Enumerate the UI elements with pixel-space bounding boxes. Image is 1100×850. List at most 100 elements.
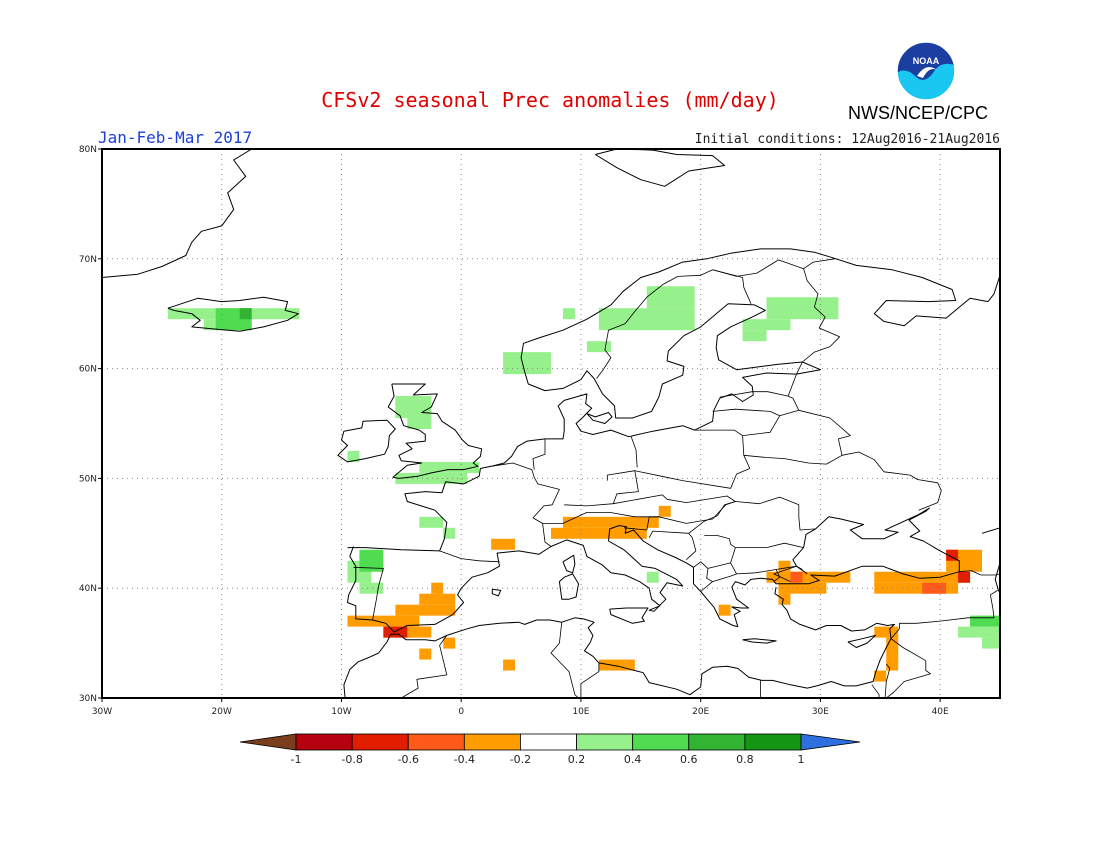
country-border (400, 635, 448, 698)
map-frame (101, 148, 1001, 699)
country-border (623, 516, 660, 531)
anomaly-cell (778, 560, 791, 572)
anomaly-cell (922, 582, 947, 594)
anomaly-cell (359, 582, 384, 594)
coastline (387, 383, 483, 479)
anomaly-cell (503, 352, 551, 375)
country-border (743, 451, 942, 511)
country-border (712, 408, 780, 417)
coastline (167, 296, 299, 332)
anomaly-cell (419, 461, 480, 473)
anomaly-cell (586, 341, 611, 353)
lon-tick-label: 0 (458, 707, 464, 717)
colorbar-swatch (351, 733, 409, 751)
country-border (712, 259, 804, 277)
colorbar-tick-label: 0.6 (680, 753, 698, 766)
forecast-period: Jan-Feb-Mar 2017 (98, 128, 253, 147)
country-border (439, 550, 500, 563)
anomaly-cell (419, 516, 444, 528)
anomaly-cell (778, 593, 791, 605)
lat-tick-label: 30N (79, 694, 97, 704)
colorbar-swatch (576, 733, 634, 751)
anomaly-cell (395, 472, 468, 484)
coastline (102, 149, 252, 278)
country-border (580, 662, 600, 698)
colorbar-swatch (744, 733, 802, 751)
colorbar-swatch (463, 733, 521, 751)
lat-tick-label: 40N (79, 584, 97, 594)
lat-tick-label: 50N (79, 474, 97, 484)
colorbar-swatch (407, 733, 465, 751)
anomaly-cell (718, 604, 731, 616)
coastline (994, 562, 1000, 592)
country-border (704, 535, 730, 540)
anomaly-cell (874, 582, 959, 594)
anomaly-cell (598, 308, 695, 331)
anomaly-cell (443, 527, 456, 539)
colorbar-swatch (295, 733, 353, 751)
colorbar-swatch (520, 733, 577, 751)
anomaly-cell (886, 637, 899, 671)
country-border (532, 438, 546, 470)
country-border (688, 496, 816, 534)
anomaly-cell (982, 637, 1000, 649)
anomaly-cell (395, 396, 432, 419)
agency-name: NWS/NCEP/CPC (848, 103, 989, 123)
coastlines (102, 149, 1000, 698)
anomaly-cell (443, 637, 456, 649)
colorbar: -1 -0.8 -0.6 -0.4 -0.2 0.2 0.4 0.6 0.8 1 (239, 733, 861, 766)
anomaly-cell (790, 571, 803, 583)
country-border (700, 568, 713, 592)
anomaly-cell (419, 593, 456, 605)
lat-tick-label: 70N (79, 255, 97, 265)
country-border (353, 566, 384, 621)
coastline (586, 412, 613, 424)
country-border (899, 590, 998, 624)
anomaly-cell (946, 549, 959, 561)
anomaly-cell (958, 626, 1000, 638)
country-border (890, 623, 900, 639)
colorbar-tick-label: 1 (798, 753, 805, 766)
country-borders (353, 258, 1000, 698)
country-border (773, 573, 791, 582)
coastline (347, 248, 1000, 552)
anomaly-cell (874, 626, 899, 638)
coastline (847, 634, 876, 648)
country-border (798, 409, 851, 456)
country-border (719, 391, 789, 398)
colorbar-swatch (632, 733, 690, 751)
colorbar-high-arrow (800, 733, 861, 751)
coastline (595, 149, 726, 187)
lon-tick-label: 30E (812, 707, 829, 717)
coastline (562, 554, 576, 574)
lon-tick-label: 10E (572, 707, 589, 717)
lon-tick-label: 10W (331, 707, 351, 717)
map-title: CFSv2 seasonal Prec anomalies (mm/day) (321, 88, 779, 112)
anomaly-cell (766, 297, 839, 320)
anomaly-cell (742, 319, 791, 331)
anomaly-cell (742, 330, 767, 342)
anomaly-cell (562, 308, 575, 320)
coastline (343, 587, 896, 698)
colorbar-tick-label: -0.8 (341, 753, 362, 766)
anomaly-cell (359, 549, 384, 572)
country-border (959, 570, 981, 576)
colorbar-tick-label: -1 (291, 753, 302, 766)
anomaly-cell (395, 604, 456, 616)
country-border (884, 663, 891, 698)
country-border (742, 373, 800, 436)
anomaly-cell (658, 505, 671, 517)
anomaly-cell (646, 571, 659, 583)
anomaly-cell (551, 527, 647, 539)
anomaly-cell (419, 648, 432, 660)
country-border (550, 622, 579, 698)
country-border (634, 429, 751, 489)
lat-tick-label: 60N (79, 365, 97, 375)
lon-tick-label: 20W (212, 707, 232, 717)
anomaly-cell (383, 626, 408, 638)
initial-conditions: Initial conditions: 12Aug2016-21Aug2016 (694, 132, 1000, 147)
coastline (742, 638, 777, 644)
country-border (886, 638, 931, 698)
anomaly-cell (970, 615, 1000, 627)
